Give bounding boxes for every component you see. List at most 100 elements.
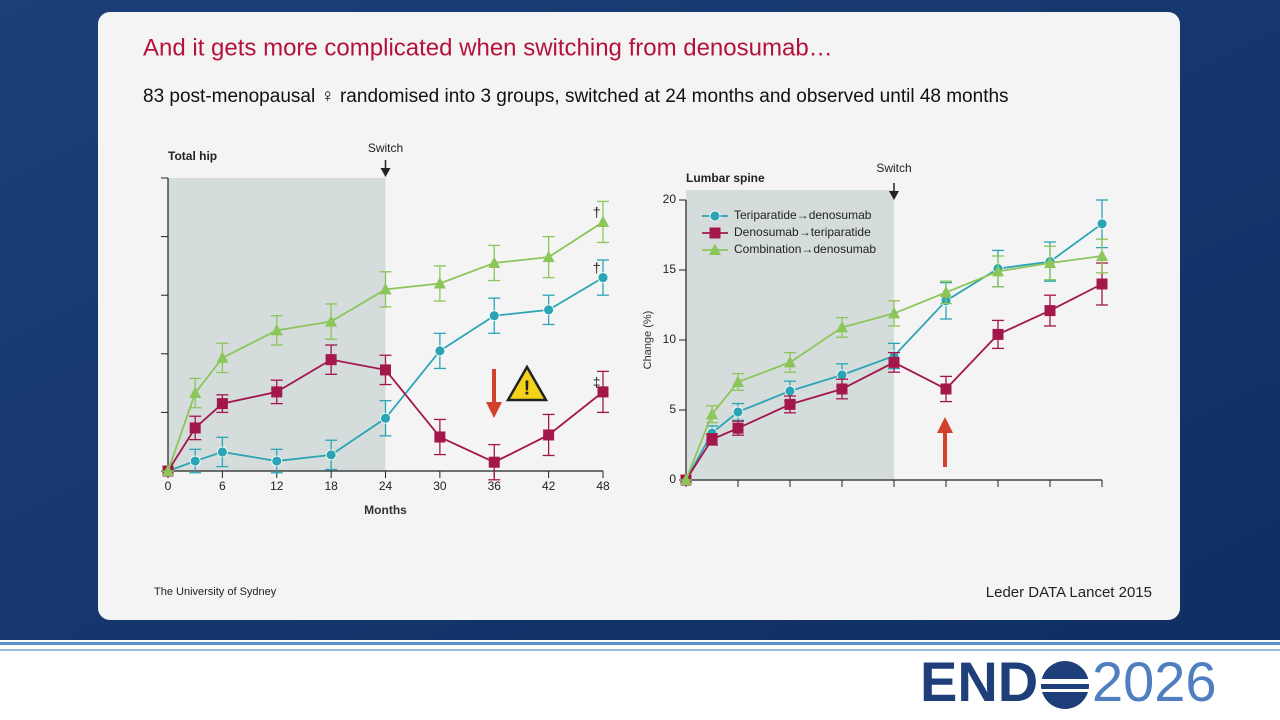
- marker: [1096, 278, 1108, 290]
- y-axis-label: Change (%): [642, 311, 654, 370]
- x-tick-label: 18: [324, 479, 338, 493]
- annotation: †: [593, 204, 601, 220]
- marker: [488, 256, 501, 268]
- chart-title: Lumbar spine: [686, 171, 765, 185]
- marker: [216, 398, 228, 410]
- footer-line: [0, 642, 1280, 645]
- marker: [380, 364, 391, 376]
- y-tick-label: 20: [663, 192, 677, 206]
- logo: END 2026: [920, 650, 1217, 713]
- marker: [784, 385, 796, 397]
- marker: [597, 272, 609, 284]
- marker: [543, 304, 555, 316]
- marker: [216, 446, 228, 458]
- marker: [434, 345, 446, 357]
- marker: [706, 407, 718, 420]
- marker: [732, 406, 744, 418]
- marker: [1044, 305, 1056, 317]
- series-line: [167, 276, 604, 472]
- switch-arrow-head: [380, 168, 391, 177]
- marker: [784, 355, 796, 368]
- marker: [488, 456, 500, 468]
- marker: [597, 215, 609, 227]
- x-tick-label: 42: [542, 479, 556, 493]
- x-tick-label: 36: [488, 479, 502, 493]
- marker: [434, 431, 446, 443]
- series-line: [685, 283, 1103, 481]
- marker: [543, 429, 555, 441]
- marker: [189, 386, 202, 399]
- annotation: ‡: [593, 374, 601, 390]
- y-tick-label: 5: [669, 402, 676, 416]
- marker: [270, 323, 283, 336]
- marker: [488, 310, 500, 322]
- x-tick-label: 12: [270, 479, 284, 493]
- slide-subtitle: 83 post-menopausal ♀ randomised into 3 g…: [143, 86, 1009, 107]
- marker: [542, 250, 555, 263]
- marker: [732, 375, 744, 387]
- marker: [433, 276, 446, 289]
- marker: [992, 264, 1004, 277]
- logo-stripe: [1041, 689, 1089, 692]
- logo-year: 2026: [1092, 650, 1217, 713]
- switch-label: Switch: [876, 161, 911, 175]
- y-tick-label: 0: [669, 472, 676, 486]
- x-tick-label: 6: [219, 479, 226, 493]
- series-line: [685, 223, 1103, 481]
- marker: [379, 282, 392, 295]
- switch-arrow-head: [889, 191, 899, 200]
- legend-label: Combination→denosumab: [734, 242, 876, 256]
- logo-globe: [1041, 661, 1089, 709]
- marker: [709, 227, 721, 239]
- marker: [940, 285, 952, 298]
- chart-title: Total hip: [168, 149, 217, 163]
- marker: [162, 464, 174, 476]
- arrow-head: [937, 417, 953, 433]
- marker: [325, 354, 337, 366]
- footer-line: [0, 649, 1280, 651]
- y-tick-label: 15: [663, 262, 677, 276]
- y-tick-label: 10: [663, 332, 677, 346]
- marker: [784, 398, 796, 410]
- marker: [189, 422, 201, 434]
- marker: [1096, 218, 1108, 230]
- marker: [380, 412, 391, 424]
- x-tick-label: 24: [379, 479, 393, 493]
- marker: [680, 473, 692, 485]
- x-tick-label: 0: [165, 479, 172, 493]
- marker: [325, 449, 337, 461]
- warning-mark: !: [524, 377, 531, 399]
- marker: [888, 356, 900, 368]
- marker: [940, 383, 952, 395]
- footer-left: The University of Sydney: [154, 586, 277, 598]
- logo-stripe: [1041, 679, 1089, 684]
- x-tick-label: 30: [433, 479, 447, 493]
- legend-label: Teriparatide→denosumab: [734, 208, 872, 222]
- marker: [597, 386, 609, 398]
- annotation: †: [593, 260, 601, 276]
- marker: [836, 369, 848, 381]
- shaded-region: [686, 190, 894, 480]
- marker: [271, 455, 283, 467]
- logo-text: END: [920, 650, 1038, 713]
- marker: [836, 383, 848, 395]
- marker: [836, 320, 848, 333]
- marker: [732, 422, 744, 434]
- warning-icon: [505, 364, 549, 402]
- footer-right: Leder DATA Lancet 2015: [986, 584, 1152, 601]
- marker: [709, 210, 721, 222]
- marker: [1044, 256, 1056, 268]
- x-tick-label: 48: [596, 479, 610, 493]
- slide-title: And it gets more complicated when switch…: [143, 34, 833, 61]
- series-line: [685, 255, 1103, 481]
- marker: [992, 328, 1004, 340]
- arrow-head: [486, 402, 502, 418]
- series-line: [167, 358, 604, 472]
- marker: [888, 306, 900, 319]
- marker: [706, 433, 718, 445]
- marker: [325, 315, 338, 327]
- marker: [709, 243, 721, 255]
- marker: [189, 455, 201, 467]
